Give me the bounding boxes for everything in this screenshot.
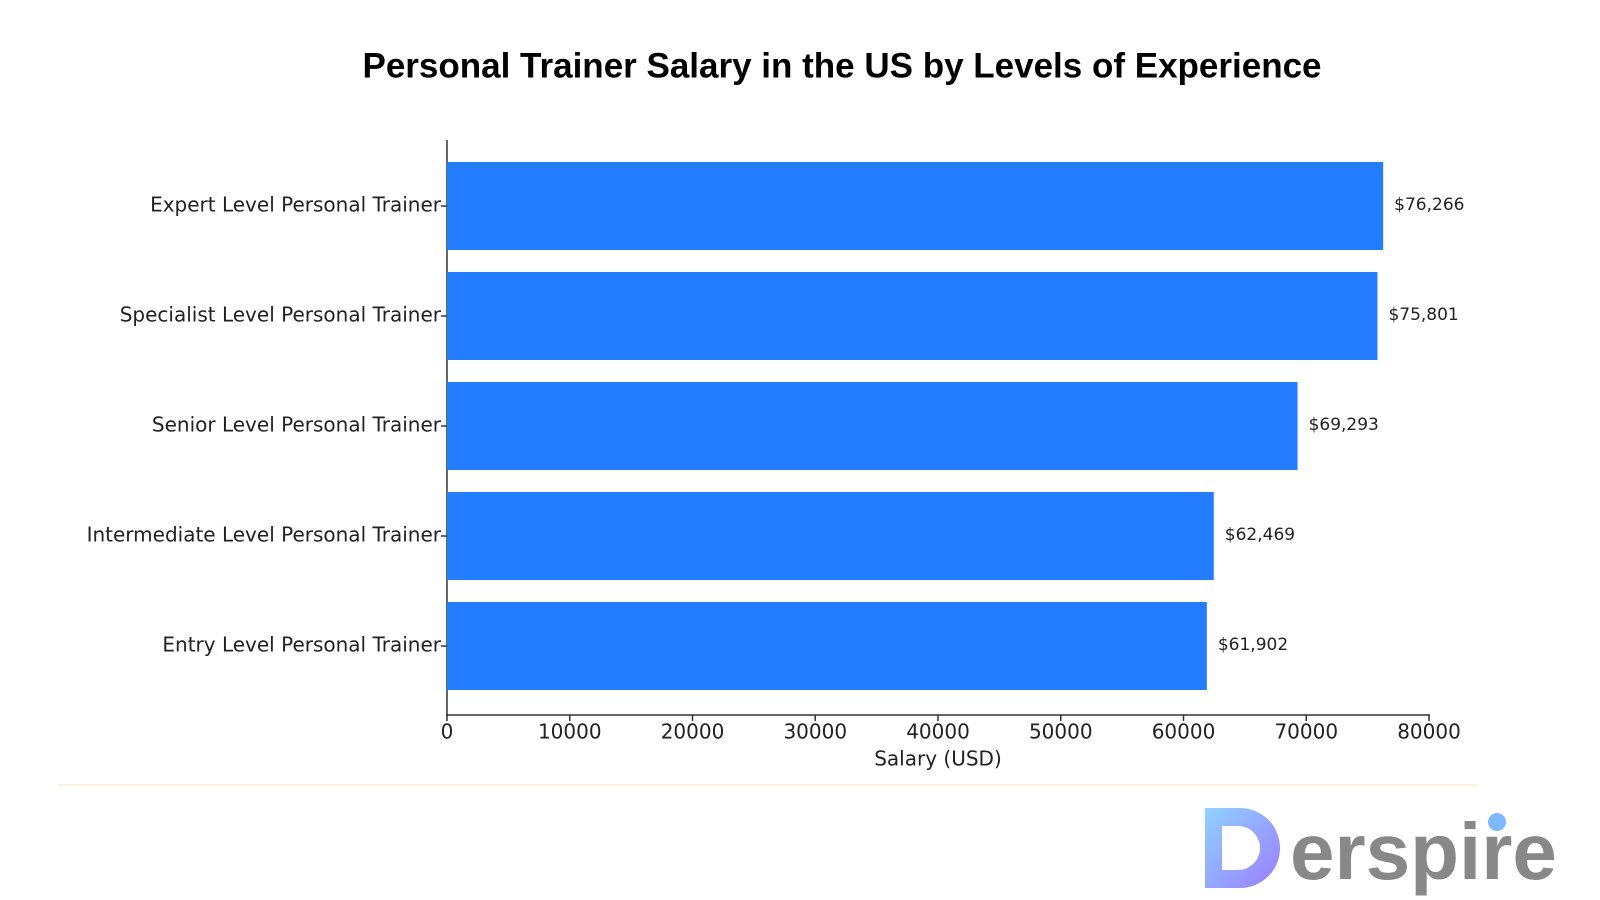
x-tick-label: 20000: [661, 720, 725, 744]
x-tick-label: 40000: [906, 720, 970, 744]
bar: [447, 272, 1378, 360]
bar: [447, 382, 1298, 470]
bar: [447, 492, 1214, 580]
logo-dot: [1488, 813, 1506, 831]
chart-title: Personal Trainer Salary in the US by Lev…: [362, 46, 1321, 85]
y-tick-label: Senior Level Personal Trainer: [152, 413, 442, 437]
value-label: $75,801: [1388, 305, 1458, 325]
logo-mark: [1205, 808, 1280, 888]
x-tick-label: 60000: [1152, 720, 1216, 744]
value-label: $62,469: [1225, 525, 1295, 545]
value-label: $76,266: [1394, 195, 1464, 215]
x-tick-label: 80000: [1397, 720, 1461, 744]
logo: erspire: [1205, 807, 1557, 896]
x-tick-label: 0: [441, 720, 454, 744]
x-tick-label: 70000: [1274, 720, 1338, 744]
value-label: $61,902: [1218, 635, 1288, 655]
bar: [447, 602, 1207, 690]
x-tick-label: 10000: [538, 720, 602, 744]
logo-text: erspire: [1290, 807, 1557, 896]
y-tick-label: Expert Level Personal Trainer: [150, 193, 442, 217]
y-tick-label: Specialist Level Personal Trainer: [120, 303, 442, 327]
x-tick-label: 30000: [783, 720, 847, 744]
bar: [447, 162, 1384, 250]
x-tick-label: 50000: [1029, 720, 1093, 744]
x-axis-label: Salary (USD): [874, 747, 1002, 771]
value-label: $69,293: [1309, 415, 1379, 435]
y-tick-label: Intermediate Level Personal Trainer: [87, 523, 442, 547]
y-tick-label: Entry Level Personal Trainer: [162, 633, 441, 657]
